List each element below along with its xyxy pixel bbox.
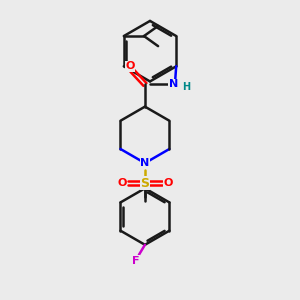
Text: N: N <box>140 158 150 168</box>
Text: N: N <box>169 80 178 89</box>
Text: O: O <box>117 178 126 188</box>
Text: H: H <box>182 82 190 92</box>
Text: S: S <box>140 177 149 190</box>
Text: O: O <box>125 61 134 71</box>
Text: F: F <box>132 256 140 266</box>
Text: O: O <box>164 178 173 188</box>
